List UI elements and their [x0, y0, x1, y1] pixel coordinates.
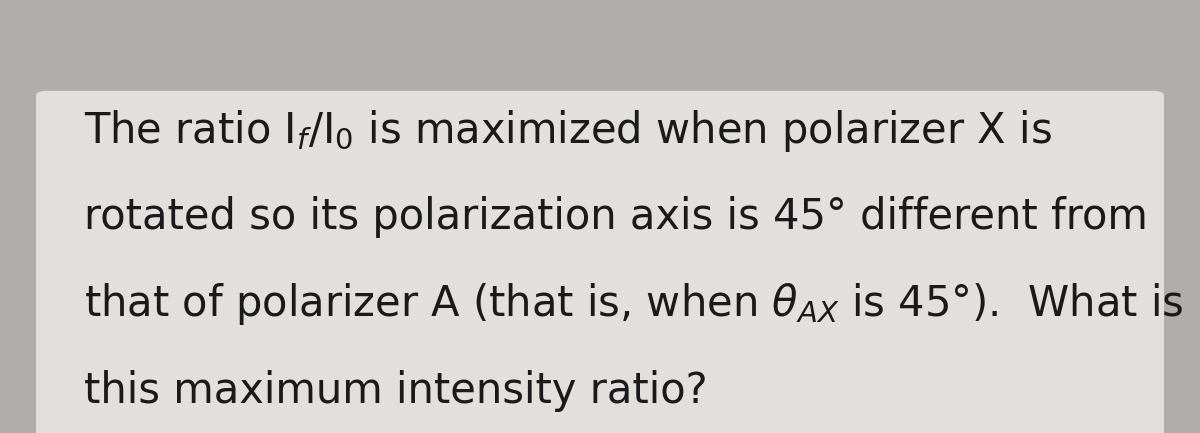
FancyBboxPatch shape	[36, 91, 1164, 433]
Text: this maximum intensity ratio?: this maximum intensity ratio?	[84, 370, 708, 412]
Text: The ratio $\mathdefault{I}_f/\mathdefault{I}_0$ is maximized when polarizer X is: The ratio $\mathdefault{I}_f/\mathdefaul…	[84, 108, 1051, 154]
Text: rotated so its polarization axis is 45° different from: rotated so its polarization axis is 45° …	[84, 197, 1148, 239]
Text: that of polarizer A (that is, when $\theta_{AX}$ is 45°).  What is: that of polarizer A (that is, when $\the…	[84, 281, 1183, 327]
